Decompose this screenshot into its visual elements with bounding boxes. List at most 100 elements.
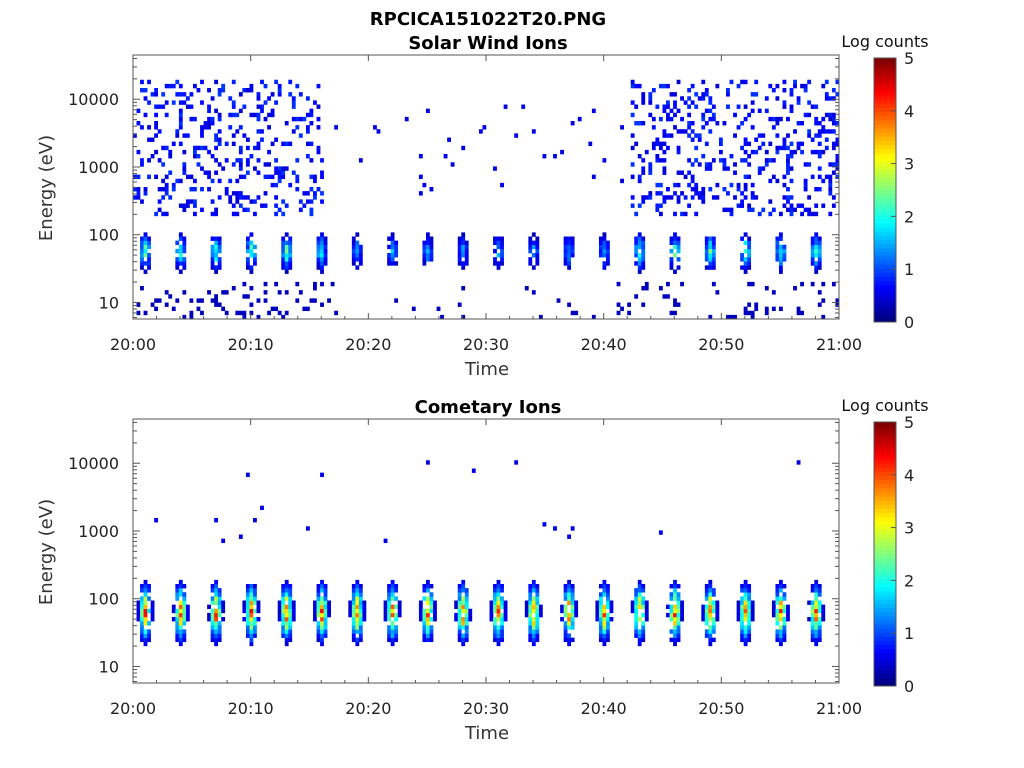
heatmap-cell [669,261,674,266]
heatmap-cell [178,178,183,184]
heatmap-cell [673,269,677,274]
heatmap-cell [810,612,815,618]
heatmap-cell [178,588,183,593]
heatmap-cell [461,588,466,593]
heatmap-cell [493,166,497,171]
heatmap-cell [718,137,723,142]
heatmap-cell [641,121,646,126]
heatmap-cell [754,137,759,142]
heatmap-cell [245,608,250,614]
heatmap-cell [143,96,148,101]
heatmap-cell [711,621,716,626]
heatmap-cell [249,269,254,274]
heatmap-cell [814,149,819,155]
heatmap-cell [722,187,727,192]
heatmap-cell [164,112,169,118]
heatmap-cell [358,257,363,262]
heatmap-cell [238,158,243,163]
heatmap-cell [235,129,240,134]
heatmap-cell [143,588,148,593]
heatmap-cell [810,174,815,180]
colorbar-tick-label: 1 [904,624,914,643]
heatmap-cell [464,592,469,597]
heatmap-cell [690,121,695,126]
heatmap-cell [295,187,300,192]
colorbar-swatch [874,264,896,269]
heatmap-cell [701,112,706,118]
heatmap-cell [620,306,624,312]
heatmap-cell [817,244,822,250]
heatmap-cell [164,100,169,105]
heatmap-cell [500,248,504,254]
heatmap-cell [598,584,603,589]
heatmap-cell [637,592,642,597]
heatmap-cell [217,604,222,610]
heatmap-cell [143,253,148,258]
heatmap-cell [185,104,190,109]
heatmap-cell [567,253,572,258]
heatmap-cell [214,133,219,138]
heatmap-cell [606,621,610,626]
heatmap-cell [704,257,709,262]
heatmap-cell [740,588,744,593]
heatmap-cell [295,174,300,180]
heatmap-cell [397,604,402,610]
heatmap-cell [238,195,243,200]
heatmap-cell [133,133,137,138]
heatmap-cell [422,244,427,250]
heatmap-cell [814,240,819,246]
heatmap-cell [673,604,677,610]
heatmap-cell [221,88,226,93]
heatmap-cell [708,625,713,630]
heatmap-cell [761,207,766,213]
heatmap-cell [570,253,575,258]
heatmap-cell [288,596,293,601]
heatmap-cell [316,588,321,593]
heatmap-cell [644,195,649,200]
heatmap-cell [461,244,466,250]
heatmap-cell [221,290,226,295]
heatmap-cell [457,600,462,605]
heatmap-cell [835,121,840,126]
heatmap-cell [528,261,533,266]
heatmap-cell [637,257,642,262]
heatmap-cell [641,96,646,101]
heatmap-cell [747,281,752,287]
heatmap-cell [313,298,317,303]
heatmap-cell [316,612,321,618]
heatmap-cell [828,129,833,134]
heatmap-cell [245,612,250,618]
heatmap-cell [697,195,702,200]
colorbar-swatch [874,115,896,121]
heatmap-cell [641,100,646,105]
heatmap-cell [175,596,180,601]
heatmap-cell [221,166,226,171]
heatmap-cell [394,248,399,254]
heatmap-cell [641,265,646,270]
heatmap-cell [620,125,624,130]
heatmap-cell [263,290,268,295]
heatmap-cell [429,257,434,262]
heatmap-cell [817,600,822,605]
colorbar-swatch [874,293,896,298]
heatmap-cell [249,88,254,93]
heatmap-cell [796,310,801,316]
heatmap-cell [210,96,215,101]
heatmap-cell [157,158,162,163]
heatmap-cell [778,248,783,254]
heatmap-cell [291,600,296,605]
colorbar-swatch [874,86,896,92]
heatmap-cell [810,617,815,622]
heatmap-cell [200,145,204,151]
heatmap-cell [143,600,148,605]
heatmap-cell [397,612,402,618]
heatmap-cell [673,592,677,597]
heatmap-cell [535,625,540,630]
heatmap-cell [217,621,222,626]
heatmap-cell [182,629,187,634]
colorbar-swatch [874,521,896,526]
heatmap-cell [821,83,826,89]
heatmap-cell [641,621,646,626]
heatmap-cell [182,584,187,589]
heatmap-cell [171,141,176,147]
